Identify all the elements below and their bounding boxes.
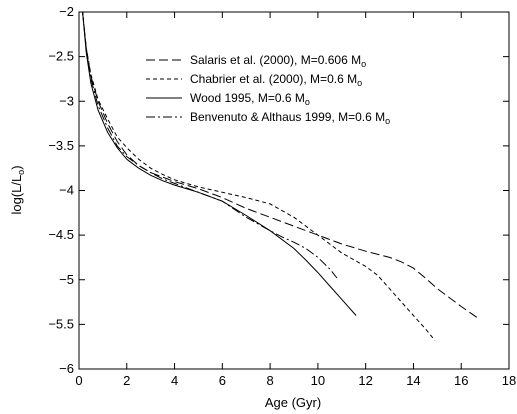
x-tick-label: 8 xyxy=(266,373,273,388)
series-line-2 xyxy=(82,11,436,341)
series-line-3 xyxy=(82,11,357,316)
y-tick-label: −2.5 xyxy=(48,49,74,64)
x-tick-label: 18 xyxy=(502,373,516,388)
y-tick-label: −3.5 xyxy=(48,138,74,153)
x-tick-label: 10 xyxy=(311,373,325,388)
x-tick-label: 14 xyxy=(406,373,420,388)
legend-label-1: Salaris et al. (2000), M=0.606 Mo xyxy=(190,53,366,69)
x-axis-ticks: 0 2 4 6 8 10 12 14 16 18 xyxy=(75,12,516,388)
legend-label-3: Wood 1995, M=0.6 Mo xyxy=(190,91,310,107)
x-tick-label: 4 xyxy=(171,373,178,388)
y-tick-label: −5 xyxy=(59,272,74,287)
y-tick-label: −5.5 xyxy=(48,316,74,331)
x-tick-label: 0 xyxy=(75,373,82,388)
legend-label-2: Chabrier et al. (2000), M=0.6 Mo xyxy=(190,72,362,88)
y-tick-label: −2 xyxy=(59,4,74,19)
series-line-4 xyxy=(82,11,338,279)
legend: Salaris et al. (2000), M=0.606 Mo Chabrie… xyxy=(146,53,390,126)
x-tick-label: 12 xyxy=(358,373,372,388)
x-axis-label: Age (Gyr) xyxy=(265,395,321,410)
series-lines xyxy=(82,11,479,341)
series-line-1 xyxy=(82,11,479,319)
legend-label-4: Benvenuto & Althaus 1999, M=0.6 Mo xyxy=(190,110,390,126)
y-axis-label: log(L/Lo) xyxy=(9,165,26,214)
x-tick-label: 2 xyxy=(123,373,130,388)
y-tick-label: −6 xyxy=(59,361,74,376)
y-axis-ticks: −6 −5.5 −5 −4.5 −4 −3.5 −3 −2.5 −2 xyxy=(48,4,509,376)
x-tick-label: 6 xyxy=(219,373,226,388)
y-tick-label: −4.5 xyxy=(48,227,74,242)
x-tick-label: 16 xyxy=(454,373,468,388)
y-tick-label: −3 xyxy=(59,93,74,108)
y-tick-label: −4 xyxy=(59,183,74,198)
